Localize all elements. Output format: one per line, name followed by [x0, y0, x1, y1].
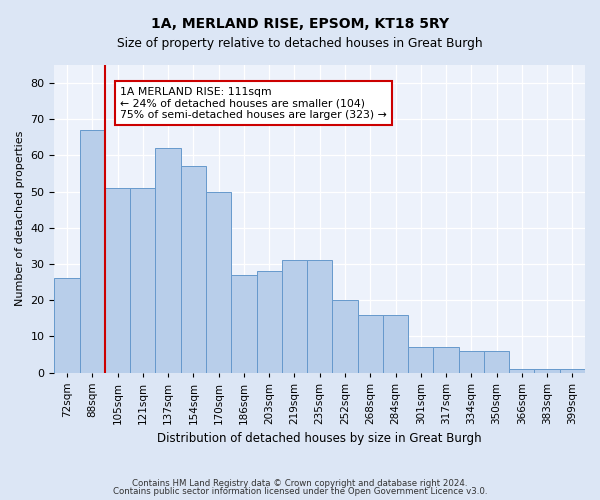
Text: Contains HM Land Registry data © Crown copyright and database right 2024.: Contains HM Land Registry data © Crown c…	[132, 478, 468, 488]
Bar	[155, 148, 181, 372]
Text: Size of property relative to detached houses in Great Burgh: Size of property relative to detached ho…	[117, 38, 483, 51]
Bar	[130, 188, 155, 372]
Bar	[358, 314, 383, 372]
Bar	[80, 130, 105, 372]
Bar	[257, 271, 282, 372]
Bar	[231, 275, 257, 372]
Bar	[535, 369, 560, 372]
Bar	[332, 300, 358, 372]
Bar	[509, 369, 535, 372]
Bar	[408, 347, 433, 372]
Bar	[55, 278, 80, 372]
Text: 1A MERLAND RISE: 111sqm
← 24% of detached houses are smaller (104)
75% of semi-d: 1A MERLAND RISE: 111sqm ← 24% of detache…	[120, 86, 387, 120]
Text: 1A, MERLAND RISE, EPSOM, KT18 5RY: 1A, MERLAND RISE, EPSOM, KT18 5RY	[151, 18, 449, 32]
Text: Contains public sector information licensed under the Open Government Licence v3: Contains public sector information licen…	[113, 487, 487, 496]
Bar	[181, 166, 206, 372]
Bar	[484, 351, 509, 372]
Bar	[105, 188, 130, 372]
X-axis label: Distribution of detached houses by size in Great Burgh: Distribution of detached houses by size …	[157, 432, 482, 445]
Bar	[307, 260, 332, 372]
Bar	[383, 314, 408, 372]
Bar	[433, 347, 458, 372]
Y-axis label: Number of detached properties: Number of detached properties	[15, 131, 25, 306]
Bar	[282, 260, 307, 372]
Bar	[560, 369, 585, 372]
Bar	[458, 351, 484, 372]
Bar	[206, 192, 231, 372]
